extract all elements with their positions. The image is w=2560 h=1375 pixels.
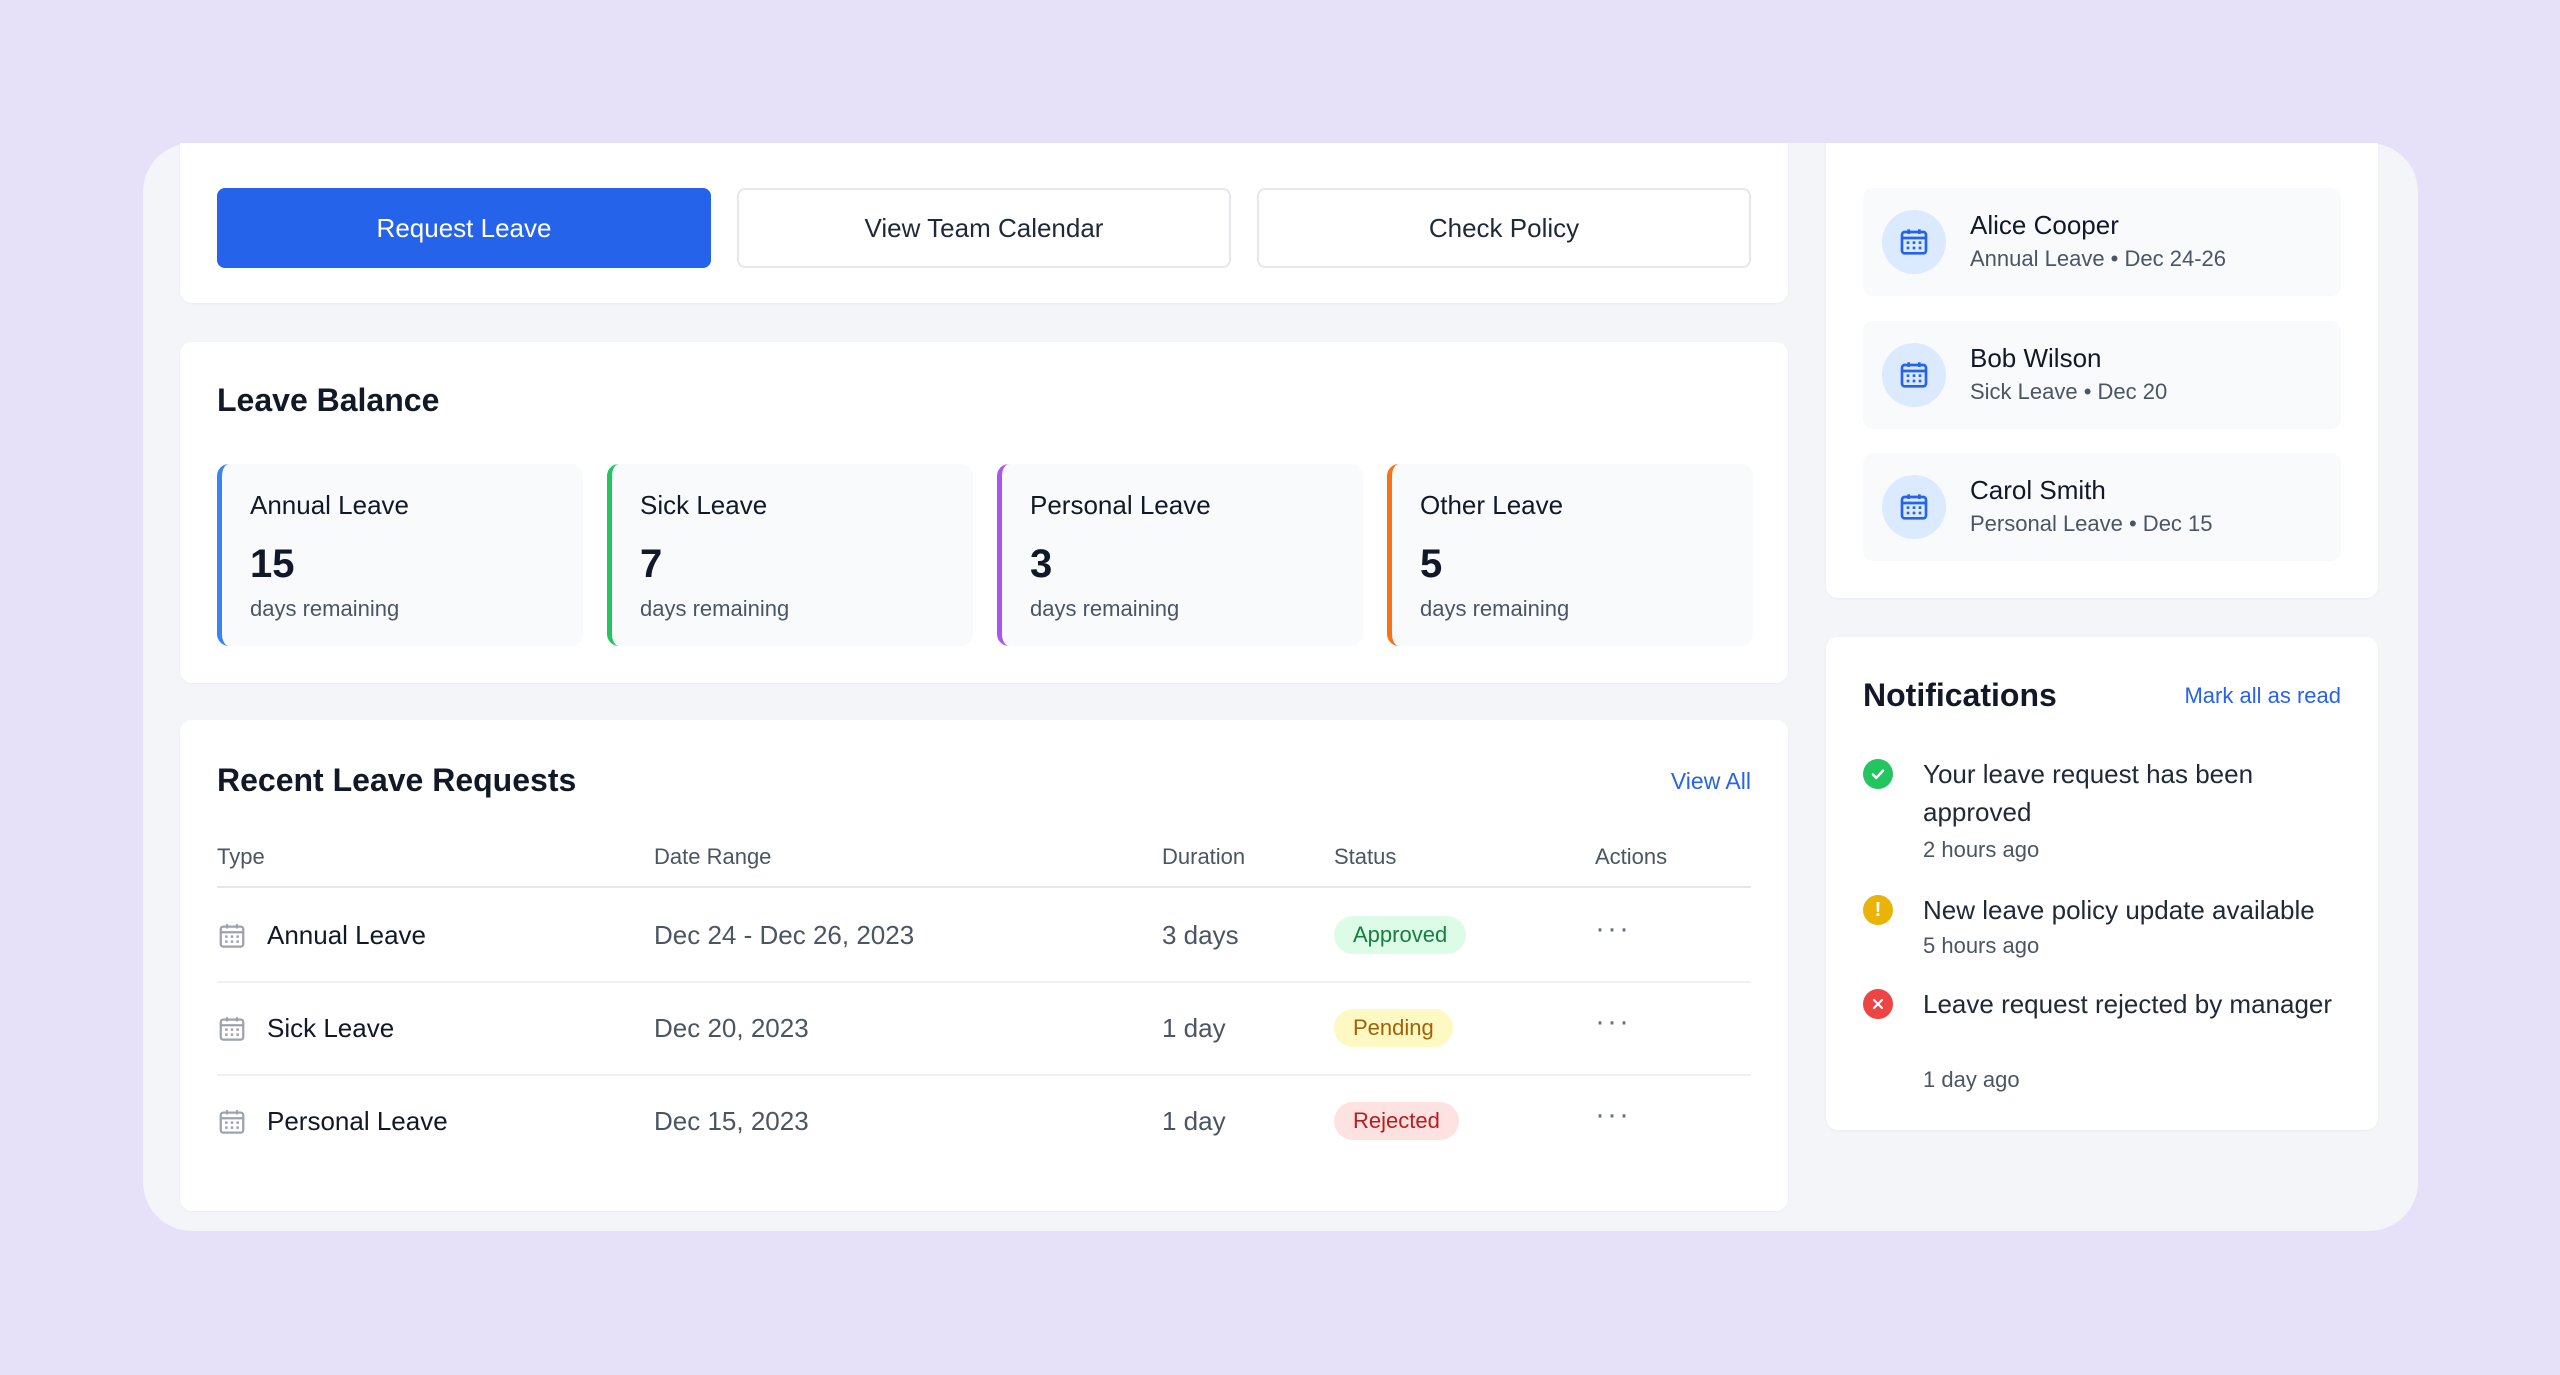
column-header-type: Type (217, 844, 265, 869)
quick-actions-card: Request Leave View Team Calendar Check P… (180, 143, 1788, 303)
leave-type: Sick Leave (267, 1013, 395, 1043)
member-leave-detail: Personal Leave • Dec 15 (1970, 511, 2213, 536)
notification-time: 1 day ago (1923, 1067, 2020, 1092)
notification-time: 5 hours ago (1923, 933, 2040, 958)
status-cell: Rejected (1334, 1102, 1459, 1140)
table-row[interactable]: Sick Leave Dec 20, 2023 1 day Pending ··… (217, 983, 1751, 1076)
type-cell: Personal Leave (217, 1106, 448, 1137)
balance-sublabel: days remaining (640, 596, 790, 621)
member-leave-detail: Sick Leave • Dec 20 (1970, 379, 2168, 404)
balance-value: 15 (250, 542, 295, 586)
balance-value: 3 (1030, 542, 1053, 586)
team-member-item[interactable]: Bob Wilson Sick Leave • Dec 20 (1863, 321, 2341, 429)
date-range: Dec 20, 2023 (654, 1013, 809, 1043)
table-row[interactable]: Personal Leave Dec 15, 2023 1 day Reject… (217, 1076, 1751, 1169)
calendar-icon (219, 1016, 245, 1041)
more-actions-icon[interactable]: ··· (1595, 912, 1631, 945)
more-actions-icon[interactable]: ··· (1595, 1005, 1631, 1038)
notification-text: New leave policy update available (1923, 895, 2315, 925)
notification-text: Your leave request has been approved (1923, 759, 2254, 827)
date-range: Dec 15, 2023 (654, 1106, 809, 1136)
notifications-card: Notifications Mark all as read Your leav… (1826, 637, 2378, 1130)
team-on-leave-card: Alice Cooper Annual Leave • Dec 24-26 Bo… (1826, 143, 2378, 598)
member-leave-detail: Annual Leave • Dec 24-26 (1970, 246, 2226, 271)
balance-label: Other Leave (1420, 490, 1564, 520)
member-name: Carol Smith (1970, 475, 2106, 505)
more-actions-icon[interactable]: ··· (1595, 1098, 1631, 1131)
table-row[interactable]: Annual Leave Dec 24 - Dec 26, 2023 3 day… (217, 890, 1751, 983)
balance-value: 5 (1420, 542, 1443, 586)
mark-all-read-link[interactable]: Mark all as read (2184, 683, 2341, 708)
x-circle-icon (1863, 989, 1893, 1019)
duration: 1 day (1162, 1013, 1226, 1043)
balance-sick-leave: Sick Leave 7 days remaining (607, 464, 973, 646)
balance-other-leave: Other Leave 5 days remaining (1387, 464, 1753, 646)
calendar-icon (1882, 343, 1946, 407)
status-cell: Pending (1334, 1009, 1453, 1047)
balance-sublabel: days remaining (1030, 596, 1180, 621)
calendar-icon (1882, 210, 1946, 274)
notification-time: 2 hours ago (1923, 837, 2040, 862)
column-header-date-range: Date Range (654, 844, 772, 869)
calendar-icon (219, 1109, 245, 1134)
view-team-calendar-button[interactable]: View Team Calendar (737, 188, 1231, 268)
column-header-actions: Actions (1595, 844, 1668, 869)
balance-label: Annual Leave (250, 490, 410, 520)
leave-type: Personal Leave (267, 1106, 448, 1136)
team-member-item[interactable]: Carol Smith Personal Leave • Dec 15 (1863, 453, 2341, 561)
notification-text: Leave request rejected by manager (1923, 989, 2333, 1019)
alert-circle-icon: ! (1863, 895, 1893, 925)
calendar-icon (219, 923, 245, 948)
recent-requests-card: Recent Leave Requests View All Type Date… (180, 720, 1788, 1211)
balance-label: Personal Leave (1030, 490, 1211, 520)
request-leave-button[interactable]: Request Leave (217, 188, 711, 268)
leave-balance-title: Leave Balance (217, 382, 440, 418)
team-member-item[interactable]: Alice Cooper Annual Leave • Dec 24-26 (1863, 188, 2341, 296)
status-cell: Approved (1334, 916, 1467, 954)
calendar-icon (1882, 475, 1946, 539)
type-cell: Sick Leave (217, 1013, 394, 1044)
date-range: Dec 24 - Dec 26, 2023 (654, 920, 915, 950)
balance-personal-leave: Personal Leave 3 days remaining (997, 464, 1363, 646)
duration: 1 day (1162, 1106, 1226, 1136)
balance-sublabel: days remaining (250, 596, 400, 621)
balance-label: Sick Leave (640, 490, 768, 520)
duration: 3 days (1162, 920, 1239, 950)
member-name: Alice Cooper (1970, 210, 2119, 240)
leave-balance-card: Leave Balance Annual Leave 15 days remai… (180, 342, 1788, 683)
recent-requests-title: Recent Leave Requests (217, 762, 577, 798)
app-frame: Request Leave View Team Calendar Check P… (143, 143, 2418, 1231)
view-all-link[interactable]: View All (1670, 768, 1751, 794)
status-badge: Pending (1334, 1009, 1453, 1047)
member-name: Bob Wilson (1970, 343, 2102, 373)
status-badge: Rejected (1334, 1102, 1459, 1140)
leave-type: Annual Leave (267, 920, 427, 950)
column-header-status: Status (1334, 844, 1397, 869)
type-cell: Annual Leave (217, 920, 426, 951)
balance-annual-leave: Annual Leave 15 days remaining (217, 464, 583, 646)
notifications-title: Notifications (1863, 677, 2057, 713)
status-badge: Approved (1334, 916, 1467, 954)
column-header-duration: Duration (1162, 844, 1246, 869)
balance-value: 7 (640, 542, 663, 586)
table-header: Type Date Range Duration Status Actions (217, 844, 1751, 888)
balance-sublabel: days remaining (1420, 596, 1570, 621)
check-circle-icon (1863, 759, 1893, 789)
check-policy-button[interactable]: Check Policy (1257, 188, 1751, 268)
